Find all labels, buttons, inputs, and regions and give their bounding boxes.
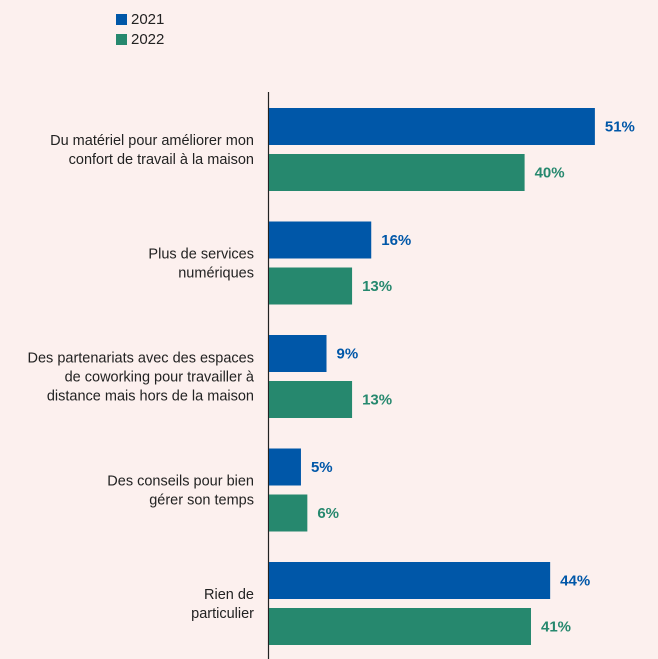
category-label: gérer son temps <box>149 493 254 509</box>
legend-label-2021: 2021 <box>131 10 165 28</box>
bar-2022 <box>269 154 525 191</box>
data-label-2022: 6% <box>317 505 339 522</box>
data-label-2021: 16% <box>381 232 411 249</box>
bar-2021 <box>269 448 301 486</box>
legend-item-2021: 2021 <box>116 9 164 29</box>
legend-swatch-2022 <box>116 33 127 45</box>
bar-2022 <box>269 494 308 532</box>
bar-2022 <box>269 381 353 418</box>
category-label: Des partenariats avec des espaces <box>28 351 255 367</box>
legend-label-2022: 2022 <box>131 30 165 48</box>
category-label: distance mais hors de la maison <box>47 389 254 405</box>
bar-2021 <box>269 562 551 599</box>
category-label: Rien de <box>204 587 254 603</box>
bar-2022 <box>269 608 531 645</box>
category-label: Des conseils pour bien <box>107 474 254 490</box>
data-label-2022: 13% <box>362 392 392 409</box>
category-label: confort de travail à la maison <box>69 152 254 168</box>
data-label-2022: 41% <box>541 619 571 636</box>
bar-2021 <box>269 221 372 259</box>
data-label-2021: 44% <box>560 573 590 590</box>
category-label: numériques <box>178 266 254 282</box>
data-label-2021: 9% <box>337 346 359 363</box>
data-label-2022: 13% <box>362 278 392 295</box>
legend-item-2022: 2022 <box>116 29 164 49</box>
category-label: particulier <box>191 606 254 622</box>
bar-2022 <box>269 267 353 305</box>
bar-2021 <box>269 335 327 372</box>
data-label-2022: 40% <box>535 165 565 182</box>
data-label-2021: 5% <box>311 459 333 476</box>
legend-swatch-2021 <box>116 13 127 25</box>
category-label: de coworking pour travailler à <box>65 370 255 386</box>
bar-2021 <box>269 108 595 145</box>
chart-legend: 2021 2022 <box>116 9 164 49</box>
category-label: Du matériel pour améliorer mon <box>50 133 254 149</box>
category-label: Plus de services <box>148 247 254 263</box>
data-label-2021: 51% <box>605 119 635 136</box>
